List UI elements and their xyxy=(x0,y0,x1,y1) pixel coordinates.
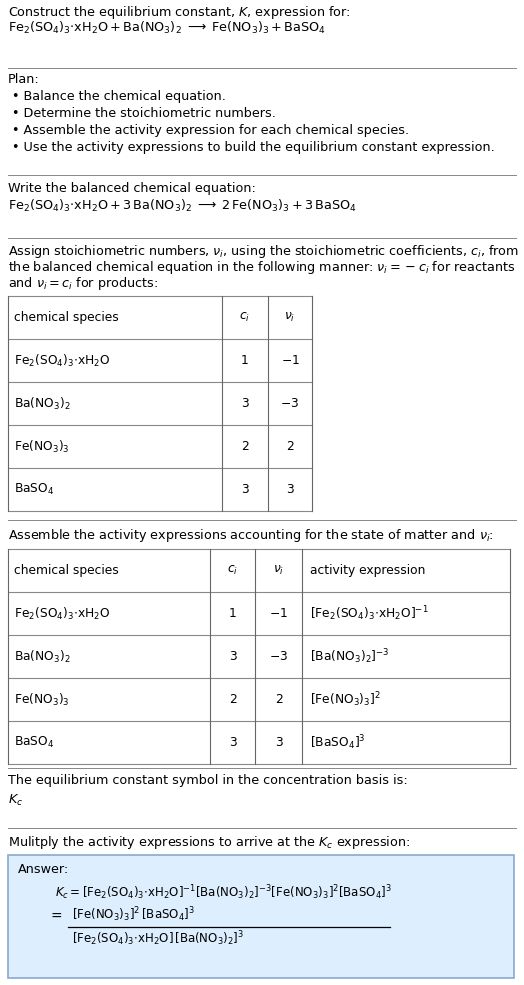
Text: $[\mathrm{Ba(NO_3)_2}]^{-3}$: $[\mathrm{Ba(NO_3)_2}]^{-3}$ xyxy=(310,647,390,666)
Text: The equilibrium constant symbol in the concentration basis is:: The equilibrium constant symbol in the c… xyxy=(8,774,408,787)
Text: Assign stoichiometric numbers, $\nu_i$, using the stoichiometric coefficients, $: Assign stoichiometric numbers, $\nu_i$, … xyxy=(8,243,519,260)
Text: $\mathrm{BaSO_4}$: $\mathrm{BaSO_4}$ xyxy=(14,482,54,497)
Text: $\mathrm{Fe_2(SO_4)_3{\cdot}xH_2O + Ba(NO_3)_2 \;\longrightarrow\; Fe(NO_3)_3 + : $\mathrm{Fe_2(SO_4)_3{\cdot}xH_2O + Ba(N… xyxy=(8,20,326,36)
Text: $\nu_i$: $\nu_i$ xyxy=(285,311,296,324)
Text: Plan:: Plan: xyxy=(8,73,40,86)
Text: 3: 3 xyxy=(286,483,294,496)
Text: 3: 3 xyxy=(228,650,236,663)
Text: $\mathrm{Ba(NO_3)_2}$: $\mathrm{Ba(NO_3)_2}$ xyxy=(14,395,71,412)
Text: the balanced chemical equation in the following manner: $\nu_i = -c_i$ for react: the balanced chemical equation in the fo… xyxy=(8,259,516,276)
Text: $c_i$: $c_i$ xyxy=(227,564,238,577)
Text: 3: 3 xyxy=(275,736,282,749)
Text: 2: 2 xyxy=(286,440,294,453)
Text: chemical species: chemical species xyxy=(14,311,119,324)
Text: $\mathrm{BaSO_4}$: $\mathrm{BaSO_4}$ xyxy=(14,735,54,750)
Text: Write the balanced chemical equation:: Write the balanced chemical equation: xyxy=(8,182,256,195)
Text: $\mathrm{Fe(NO_3)_3}$: $\mathrm{Fe(NO_3)_3}$ xyxy=(14,438,70,454)
Text: $\mathrm{Ba(NO_3)_2}$: $\mathrm{Ba(NO_3)_2}$ xyxy=(14,648,71,665)
Text: • Use the activity expressions to build the equilibrium constant expression.: • Use the activity expressions to build … xyxy=(12,141,495,154)
Text: Assemble the activity expressions accounting for the state of matter and $\nu_i$: Assemble the activity expressions accoun… xyxy=(8,527,494,544)
Text: activity expression: activity expression xyxy=(310,564,425,577)
Text: Construct the equilibrium constant, $K$, expression for:: Construct the equilibrium constant, $K$,… xyxy=(8,4,351,21)
Text: $-3$: $-3$ xyxy=(280,397,300,410)
Text: 2: 2 xyxy=(228,693,236,706)
Text: $[\mathrm{Fe_2(SO_4)_3{\cdot}xH_2O}]\,[\mathrm{Ba(NO_3)_2}]^3$: $[\mathrm{Fe_2(SO_4)_3{\cdot}xH_2O}]\,[\… xyxy=(72,929,244,948)
FancyBboxPatch shape xyxy=(8,855,514,978)
Text: $K_c$: $K_c$ xyxy=(8,793,23,808)
Text: $-1$: $-1$ xyxy=(280,354,299,367)
Text: $\nu_i$: $\nu_i$ xyxy=(273,564,284,577)
Text: • Assemble the activity expression for each chemical species.: • Assemble the activity expression for e… xyxy=(12,124,409,137)
Text: $-3$: $-3$ xyxy=(269,650,288,663)
Text: and $\nu_i = c_i$ for products:: and $\nu_i = c_i$ for products: xyxy=(8,275,158,292)
Text: $K_c = [\mathrm{Fe_2(SO_4)_3{\cdot}xH_2O}]^{-1}[\mathrm{Ba(NO_3)_2}]^{-3}[\mathr: $K_c = [\mathrm{Fe_2(SO_4)_3{\cdot}xH_2O… xyxy=(55,883,392,901)
Text: $\mathrm{Fe_2(SO_4)_3{\cdot}xH_2O}$: $\mathrm{Fe_2(SO_4)_3{\cdot}xH_2O}$ xyxy=(14,606,111,622)
Text: $[\mathrm{Fe(NO_3)_3}]^2\,[\mathrm{BaSO_4}]^3$: $[\mathrm{Fe(NO_3)_3}]^2\,[\mathrm{BaSO_… xyxy=(72,905,195,924)
Text: 3: 3 xyxy=(241,397,249,410)
Text: $\mathrm{Fe(NO_3)_3}$: $\mathrm{Fe(NO_3)_3}$ xyxy=(14,691,70,707)
Text: Answer:: Answer: xyxy=(18,863,69,876)
Text: $\mathrm{Fe_2(SO_4)_3{\cdot}xH_2O}$: $\mathrm{Fe_2(SO_4)_3{\cdot}xH_2O}$ xyxy=(14,353,111,368)
Text: chemical species: chemical species xyxy=(14,564,119,577)
Text: $[\mathrm{Fe(NO_3)_3}]^2$: $[\mathrm{Fe(NO_3)_3}]^2$ xyxy=(310,690,381,709)
Text: $c_i$: $c_i$ xyxy=(239,311,250,324)
Text: $-1$: $-1$ xyxy=(269,607,288,620)
Text: • Balance the chemical equation.: • Balance the chemical equation. xyxy=(12,90,226,103)
Text: 3: 3 xyxy=(241,483,249,496)
Text: =: = xyxy=(50,910,62,924)
Text: $[\mathrm{Fe_2(SO_4)_3{\cdot}xH_2O}]^{-1}$: $[\mathrm{Fe_2(SO_4)_3{\cdot}xH_2O}]^{-1… xyxy=(310,604,429,623)
Text: 1: 1 xyxy=(228,607,236,620)
Text: 1: 1 xyxy=(241,354,249,367)
Text: $[\mathrm{BaSO_4}]^3$: $[\mathrm{BaSO_4}]^3$ xyxy=(310,733,366,752)
Text: 2: 2 xyxy=(241,440,249,453)
Text: $\mathrm{Fe_2(SO_4)_3{\cdot}xH_2O + 3\,Ba(NO_3)_2 \;\longrightarrow\; 2\,Fe(NO_3: $\mathrm{Fe_2(SO_4)_3{\cdot}xH_2O + 3\,B… xyxy=(8,198,356,214)
Text: • Determine the stoichiometric numbers.: • Determine the stoichiometric numbers. xyxy=(12,107,276,120)
Text: 2: 2 xyxy=(275,693,282,706)
Text: 3: 3 xyxy=(228,736,236,749)
Text: Mulitply the activity expressions to arrive at the $K_c$ expression:: Mulitply the activity expressions to arr… xyxy=(8,834,410,851)
